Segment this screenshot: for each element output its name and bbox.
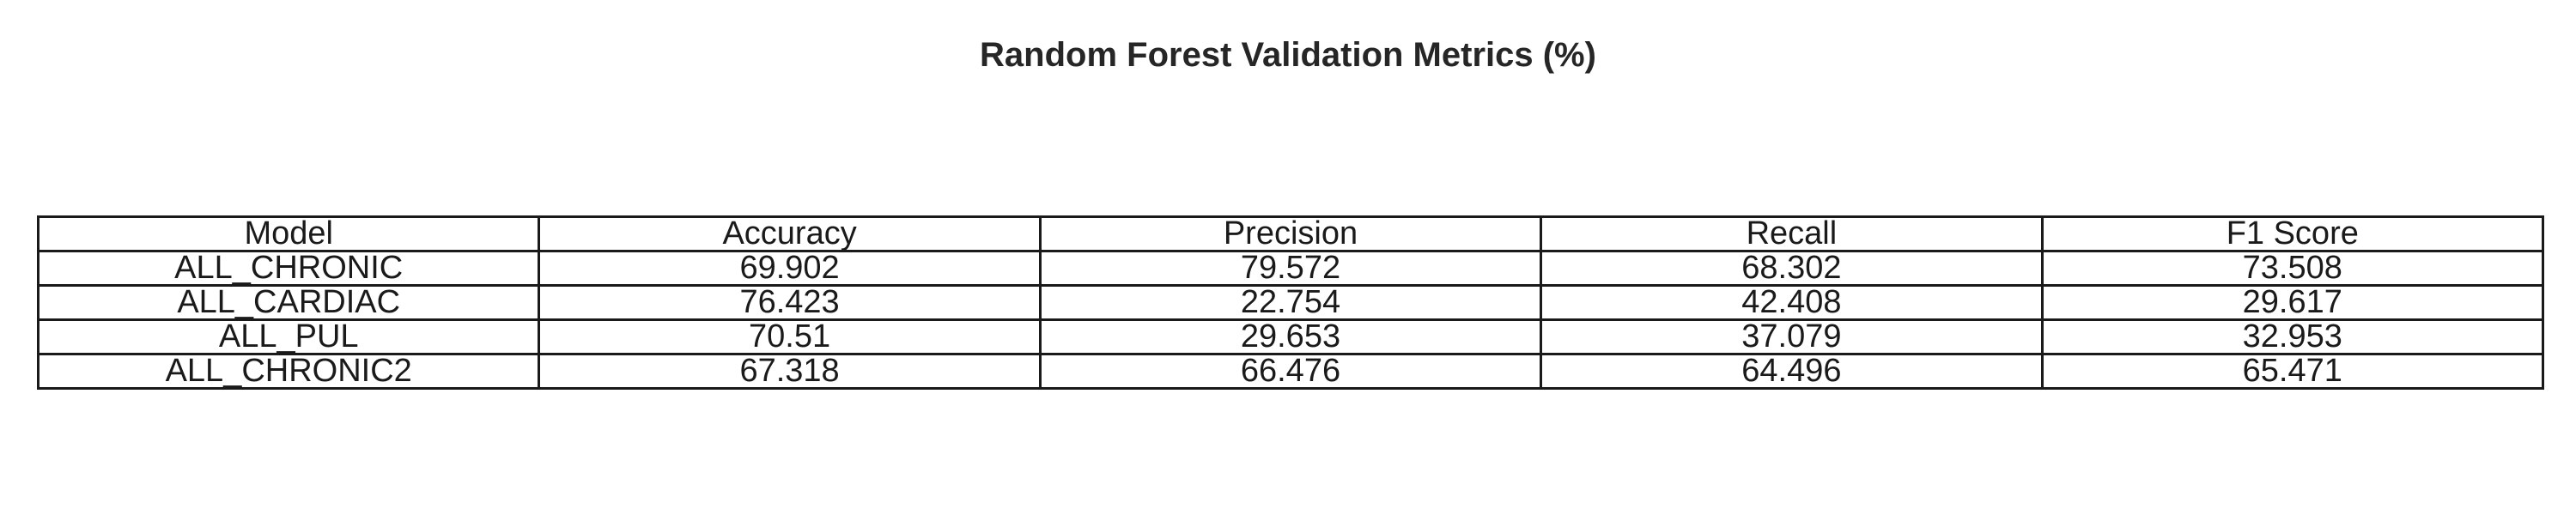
table-row: ALL_CHRONIC2 67.318 66.476 64.496 65.471 — [36, 353, 2545, 390]
table-row: ALL_CARDIAC 76.423 22.754 42.408 29.617 — [36, 284, 2545, 321]
column-header-recall: Recall — [1540, 215, 2044, 252]
recall-cell: 68.302 — [1540, 250, 2044, 287]
chart-title: Random Forest Validation Metrics (%) — [980, 36, 1596, 74]
column-header-model: Model — [36, 215, 541, 252]
precision-cell: 66.476 — [1038, 353, 1543, 390]
column-header-accuracy: Accuracy — [538, 215, 1042, 252]
header-row: Model Accuracy Precision Recall F1 Score — [36, 215, 2545, 252]
f1-score-cell: 32.953 — [2040, 318, 2545, 355]
model-cell: ALL_PUL — [36, 318, 541, 355]
precision-cell: 79.572 — [1038, 250, 1543, 287]
f1-score-cell: 73.508 — [2040, 250, 2545, 287]
accuracy-cell: 69.902 — [538, 250, 1042, 287]
table-row: ALL_CHRONIC 69.902 79.572 68.302 73.508 — [36, 250, 2545, 287]
metrics-table: Model Accuracy Precision Recall F1 Score… — [36, 215, 2545, 390]
table-row: ALL_PUL 70.51 29.653 37.079 32.953 — [36, 318, 2545, 355]
recall-cell: 37.079 — [1540, 318, 2044, 355]
column-header-precision: Precision — [1038, 215, 1543, 252]
model-cell: ALL_CHRONIC2 — [36, 353, 541, 390]
recall-cell: 42.408 — [1540, 284, 2044, 321]
precision-cell: 29.653 — [1038, 318, 1543, 355]
recall-cell: 64.496 — [1540, 353, 2044, 390]
precision-cell: 22.754 — [1038, 284, 1543, 321]
model-cell: ALL_CHRONIC — [36, 250, 541, 287]
accuracy-cell: 76.423 — [538, 284, 1042, 321]
accuracy-cell: 70.51 — [538, 318, 1042, 355]
model-cell: ALL_CARDIAC — [36, 284, 541, 321]
column-header-f1-score: F1 Score — [2040, 215, 2545, 252]
f1-score-cell: 65.471 — [2040, 353, 2545, 390]
accuracy-cell: 67.318 — [538, 353, 1042, 390]
f1-score-cell: 29.617 — [2040, 284, 2545, 321]
